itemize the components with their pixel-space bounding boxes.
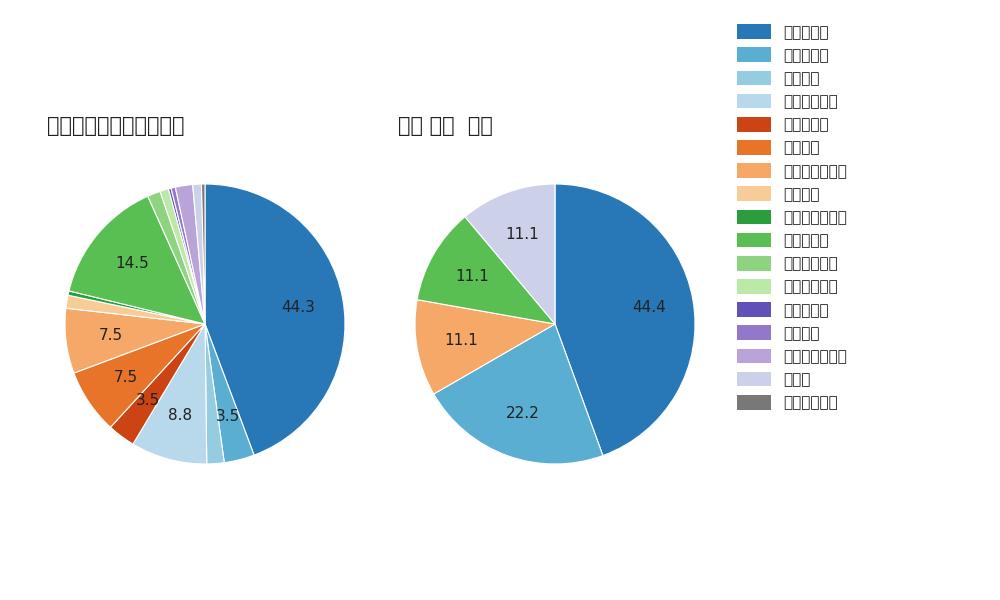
Text: 8.8: 8.8 — [168, 409, 192, 424]
Wedge shape — [168, 188, 205, 324]
Text: 7.5: 7.5 — [114, 370, 138, 385]
Text: 3.5: 3.5 — [216, 409, 241, 424]
Wedge shape — [555, 184, 695, 455]
Wedge shape — [74, 324, 205, 427]
Wedge shape — [205, 324, 224, 464]
Wedge shape — [175, 185, 205, 324]
Text: 門別 啊人  選手: 門別 啊人 選手 — [398, 116, 492, 136]
Wedge shape — [205, 324, 254, 463]
Wedge shape — [160, 189, 205, 324]
Text: 11.1: 11.1 — [444, 333, 478, 348]
Text: 44.4: 44.4 — [632, 300, 666, 315]
Wedge shape — [415, 299, 555, 394]
Wedge shape — [68, 291, 205, 324]
Wedge shape — [417, 217, 555, 324]
Wedge shape — [465, 184, 555, 324]
Wedge shape — [69, 196, 205, 324]
Wedge shape — [201, 184, 205, 324]
Wedge shape — [66, 295, 205, 324]
Text: セ・リーグ全プレイヤー: セ・リーグ全プレイヤー — [48, 116, 185, 136]
Text: 3.5: 3.5 — [136, 393, 160, 408]
Wedge shape — [171, 187, 205, 324]
Wedge shape — [148, 191, 205, 324]
Text: 11.1: 11.1 — [506, 227, 539, 242]
Legend: ストレート, ツーシーム, シュート, カットボール, スプリット, フォーク, チェンジアップ, シンカー, 高速スライダー, スライダー, 縦スライダー, : ストレート, ツーシーム, シュート, カットボール, スプリット, フォーク,… — [733, 20, 852, 415]
Wedge shape — [434, 324, 603, 464]
Wedge shape — [193, 184, 205, 324]
Text: 14.5: 14.5 — [115, 256, 149, 271]
Wedge shape — [110, 324, 205, 444]
Wedge shape — [133, 324, 207, 464]
Text: 11.1: 11.1 — [456, 269, 489, 284]
Text: 22.2: 22.2 — [506, 406, 539, 421]
Wedge shape — [205, 184, 345, 455]
Text: 7.5: 7.5 — [98, 328, 123, 343]
Wedge shape — [65, 308, 205, 373]
Text: 44.3: 44.3 — [282, 299, 316, 314]
